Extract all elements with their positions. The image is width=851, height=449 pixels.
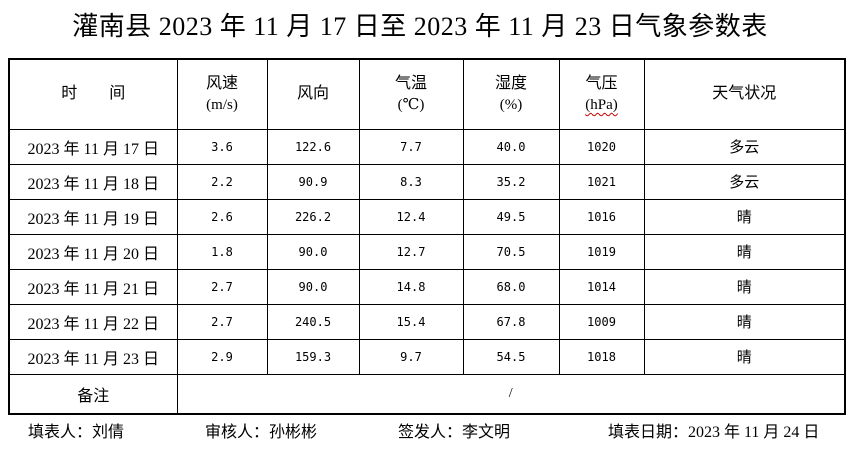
column-header-temperature: 气温 (℃)	[358, 58, 464, 130]
table-row: 2023 年 11 月 18 日 2.2 90.9 8.3 35.2 1021 …	[8, 163, 846, 200]
cell-date: 2023 年 11 月 19 日	[8, 198, 178, 235]
column-header-humidity: 湿度 (%)	[462, 58, 560, 130]
spellcheck-underline: (hPa)	[585, 96, 618, 113]
cell-temperature: 9.7	[358, 338, 464, 375]
cell-humidity: 40.0	[462, 128, 560, 165]
cell-pressure: 1019	[558, 233, 645, 270]
cell-weather: 晴	[643, 303, 846, 340]
cell-wind-speed: 2.9	[176, 338, 268, 375]
cell-wind-direction: 90.0	[266, 233, 360, 270]
cell-wind-direction: 90.0	[266, 268, 360, 305]
cell-humidity: 67.8	[462, 303, 560, 340]
cell-humidity: 49.5	[462, 198, 560, 235]
cell-weather: 多云	[643, 163, 846, 200]
cell-weather: 晴	[643, 268, 846, 305]
table-row: 2023 年 11 月 20 日 1.8 90.0 12.7 70.5 1019…	[8, 233, 846, 270]
column-header-pressure: 气压 (hPa)	[558, 58, 645, 130]
column-header-time: 时 间	[8, 58, 178, 130]
footer-fill-date: 填表日期：2023 年 11 月 24 日	[608, 424, 820, 441]
cell-date: 2023 年 11 月 18 日	[8, 163, 178, 200]
cell-pressure: 1020	[558, 128, 645, 165]
cell-humidity: 35.2	[462, 163, 560, 200]
weather-table: 时 间 风速 (m/s) 风向 气温 (℃) 湿度 (%)	[8, 58, 846, 415]
column-header-time-label: 时 间	[61, 85, 126, 103]
footer-issuer: 签发人：李文明	[398, 424, 511, 441]
cell-wind-direction: 90.9	[266, 163, 360, 200]
cell-humidity: 68.0	[462, 268, 560, 305]
cell-date: 2023 年 11 月 23 日	[8, 338, 178, 375]
cell-wind-direction: 226.2	[266, 198, 360, 235]
column-header-wind-speed: 风速 (m/s)	[176, 58, 268, 130]
cell-weather: 晴	[643, 233, 846, 270]
cell-wind-speed: 2.7	[176, 268, 268, 305]
footer-preparer: 填表人：刘倩	[28, 424, 125, 441]
cell-wind-speed: 2.6	[176, 198, 268, 235]
cell-pressure: 1021	[558, 163, 645, 200]
cell-date: 2023 年 11 月 22 日	[8, 303, 178, 340]
header-row: 时 间 风速 (m/s) 风向 气温 (℃) 湿度 (%)	[8, 58, 846, 130]
column-header-weather: 天气状况	[643, 58, 846, 130]
cell-pressure: 1018	[558, 338, 645, 375]
cell-weather: 晴	[643, 198, 846, 235]
table-row: 2023 年 11 月 21 日 2.7 90.0 14.8 68.0 1014…	[8, 268, 846, 305]
remark-row: 备注 /	[8, 373, 846, 415]
cell-humidity: 54.5	[462, 338, 560, 375]
table-row: 2023 年 11 月 22 日 2.7 240.5 15.4 67.8 100…	[8, 303, 846, 340]
table-body: 2023 年 11 月 17 日 3.6 122.6 7.7 40.0 1020…	[8, 128, 846, 415]
table-header: 时 间 风速 (m/s) 风向 气温 (℃) 湿度 (%)	[8, 58, 846, 130]
cell-wind-direction: 122.6	[266, 128, 360, 165]
table-row: 2023 年 11 月 17 日 3.6 122.6 7.7 40.0 1020…	[8, 128, 846, 165]
table-row: 2023 年 11 月 23 日 2.9 159.3 9.7 54.5 1018…	[8, 338, 846, 375]
cell-date: 2023 年 11 月 20 日	[8, 233, 178, 270]
cell-temperature: 15.4	[358, 303, 464, 340]
cell-wind-speed: 3.6	[176, 128, 268, 165]
cell-pressure: 1009	[558, 303, 645, 340]
cell-date: 2023 年 11 月 21 日	[8, 268, 178, 305]
remark-label: 备注	[8, 373, 178, 415]
table-row: 2023 年 11 月 19 日 2.6 226.2 12.4 49.5 101…	[8, 198, 846, 235]
cell-pressure: 1016	[558, 198, 645, 235]
cell-wind-speed: 2.2	[176, 163, 268, 200]
cell-humidity: 70.5	[462, 233, 560, 270]
cell-temperature: 12.4	[358, 198, 464, 235]
cell-temperature: 8.3	[358, 163, 464, 200]
remark-value: /	[176, 373, 846, 415]
cell-temperature: 12.7	[358, 233, 464, 270]
cell-weather: 多云	[643, 128, 846, 165]
cell-wind-direction: 240.5	[266, 303, 360, 340]
cell-wind-speed: 2.7	[176, 303, 268, 340]
column-header-wind-direction: 风向	[266, 58, 360, 130]
cell-temperature: 7.7	[358, 128, 464, 165]
cell-wind-speed: 1.8	[176, 233, 268, 270]
footer-reviewer: 审核人：孙彬彬	[205, 424, 318, 441]
cell-wind-direction: 159.3	[266, 338, 360, 375]
cell-weather: 晴	[643, 338, 846, 375]
cell-temperature: 14.8	[358, 268, 464, 305]
cell-pressure: 1014	[558, 268, 645, 305]
page-title: 灌南县 2023 年 11 月 17 日至 2023 年 11 月 23 日气象…	[72, 12, 768, 41]
cell-date: 2023 年 11 月 17 日	[8, 128, 178, 165]
